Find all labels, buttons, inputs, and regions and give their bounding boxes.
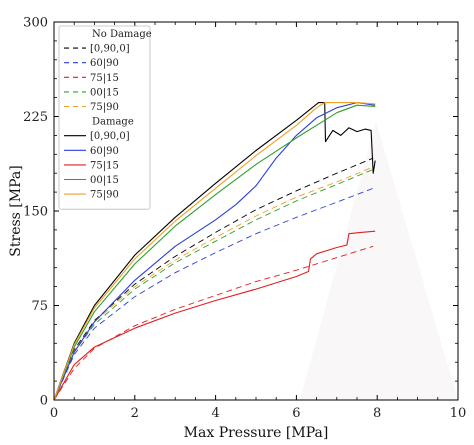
series-line-no-damage-0 bbox=[53, 157, 374, 401]
legend-entry-1-1: 60|90 bbox=[90, 146, 119, 157]
legend-box bbox=[58, 25, 151, 210]
series-line-damage-7 bbox=[53, 230, 376, 401]
series-line-damage-6 bbox=[53, 102, 376, 401]
series-line-no-damage-3 bbox=[53, 168, 374, 401]
legend-entry-0-1: 60|90 bbox=[90, 58, 119, 69]
axes: 0 2 4 6 8 10 0 75 150 225 300 Max Pressure [MPa] Str… bbox=[8, 16, 466, 442]
x-tick-label-0: 0 bbox=[50, 406, 58, 421]
x-tick-label-3: 6 bbox=[292, 406, 300, 421]
legend-group-title-1: Damage bbox=[92, 117, 134, 128]
legend-entry-1-0: [0,90,0] bbox=[90, 131, 130, 142]
y-tick-label-0: 0 bbox=[40, 394, 48, 409]
plot-area bbox=[53, 102, 376, 401]
legend: No Damage [0,90,0] 60|90 75|15 00|15 75|90 Dam… bbox=[58, 25, 152, 210]
y-tick-label-1: 75 bbox=[31, 299, 48, 314]
x-tick-label-1: 2 bbox=[131, 406, 139, 421]
y-axis-label: Stress [MPa] bbox=[8, 165, 24, 256]
legend-group-title-0: No Damage bbox=[92, 29, 152, 40]
x-tick-label-2: 4 bbox=[211, 406, 219, 421]
y-tick-label-3: 225 bbox=[23, 110, 48, 125]
legend-entry-1-2: 75|15 bbox=[90, 160, 119, 171]
legend-entry-1-4: 75|90 bbox=[90, 190, 119, 201]
legend-entry-0-4: 75|90 bbox=[90, 102, 119, 113]
series-line-damage-8 bbox=[53, 104, 376, 401]
x-tick-label-4: 8 bbox=[373, 406, 381, 421]
shaded-region bbox=[300, 122, 458, 400]
y-tick-label-2: 150 bbox=[23, 205, 48, 220]
series-line-no-damage-2 bbox=[53, 245, 374, 401]
legend-entry-0-0: [0,90,0] bbox=[90, 44, 130, 55]
legend-entry-0-2: 75|15 bbox=[90, 73, 119, 84]
series-line-no-damage-1 bbox=[53, 187, 374, 401]
legend-entry-1-3: 00|15 bbox=[90, 175, 119, 186]
y-tick-label-4: 300 bbox=[23, 16, 48, 31]
legend-entry-0-3: 00|15 bbox=[90, 87, 119, 98]
x-tick-label-5: 10 bbox=[450, 406, 467, 421]
series-line-damage-9 bbox=[53, 102, 376, 401]
x-axis-label: Max Pressure [MPa] bbox=[184, 425, 329, 441]
